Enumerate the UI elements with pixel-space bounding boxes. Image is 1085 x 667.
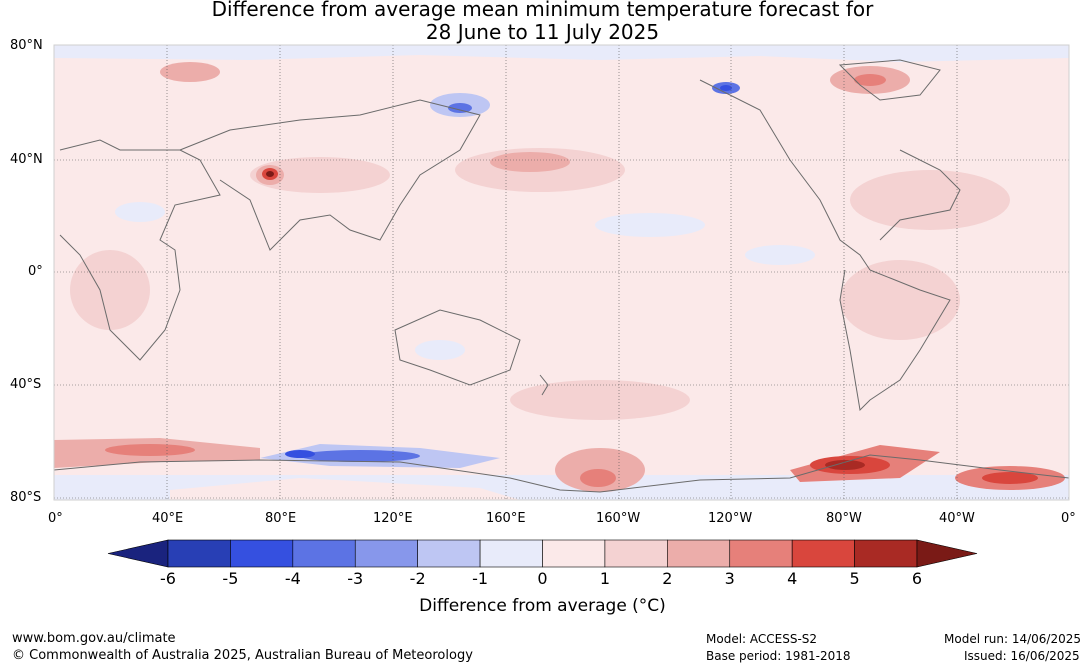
australia-coast: [394, 309, 521, 386]
colorbar-tick-label: -5: [222, 569, 239, 588]
north-america-west-coast: [699, 79, 871, 271]
website-url: www.bom.gov.au/climate: [12, 631, 176, 646]
colorbar-tick-label: 3: [724, 569, 735, 588]
lon-label-40w: 40°W: [939, 511, 975, 526]
greenland-warm-core: [854, 74, 886, 86]
eurasia-coast: [179, 99, 481, 251]
colorbar-box: [354, 539, 418, 568]
south-atlantic-warm-core: [105, 444, 195, 456]
lon-label-120w: 120°W: [708, 511, 753, 526]
lon-label-80w: 80°W: [826, 511, 862, 526]
colorbar-box: [729, 539, 793, 568]
north-america-east-coast: [879, 149, 961, 241]
colorbar-tick-label: -3: [347, 569, 364, 588]
south-pacific-warm: [510, 380, 690, 420]
colorbar-tick-label: 5: [849, 569, 860, 588]
antarctic-warm-strip: [170, 478, 520, 500]
east-pacific-cool: [595, 213, 705, 237]
tibet-warm-peak: [266, 171, 274, 177]
colorbar-tick-label: -6: [160, 569, 176, 588]
africa-coast: [59, 139, 221, 361]
scandinavia-warm: [160, 62, 220, 82]
colorbar-box: [604, 539, 668, 568]
africa-warm: [70, 250, 150, 330]
colorbar-box: [667, 539, 731, 568]
colorbar-tick-label: 1: [599, 569, 610, 588]
south-america-warm: [840, 260, 960, 340]
australia-cool: [415, 340, 465, 360]
base-period: Base period: 1981-2018: [706, 649, 851, 663]
model-name: Model: ACCESS-S2: [706, 632, 818, 646]
central-asia-warm: [250, 157, 390, 193]
colorbar-tick-label: -1: [472, 569, 489, 588]
issued-date: Issued: 16/06/2025: [964, 649, 1080, 663]
amundsen-warm-peak: [825, 460, 865, 470]
eastern-pacific-cool: [745, 245, 815, 265]
colorbar-box: [854, 539, 918, 568]
colorbar-extend-high: [916, 539, 978, 568]
coastlines: [53, 59, 1070, 493]
north-pacific-warm-core: [490, 152, 570, 172]
lat-label-equator: 0°: [28, 264, 43, 279]
colorbar-extend-low: [107, 539, 169, 568]
lon-label-160w: 160°W: [596, 511, 641, 526]
lat-label-80s: 80°S: [10, 490, 42, 505]
ross-sea-warm-core: [580, 469, 616, 487]
lon-label-40e: 40°E: [152, 511, 184, 526]
greenland-coast: [838, 59, 941, 101]
colorbar-box: [417, 539, 481, 568]
lon-label-120e: 120°E: [373, 511, 413, 526]
colorbar-tick-label: -4: [284, 569, 301, 588]
colorbar-tick-label: 2: [662, 569, 673, 588]
colorbar-tick-label: 6: [911, 569, 923, 588]
saharan-cool: [115, 202, 165, 222]
lon-label-160e: 160°E: [486, 511, 526, 526]
lon-label-0-east: 0°: [1061, 511, 1076, 526]
north-atlantic-warm: [850, 170, 1010, 230]
new-zealand-coast: [539, 374, 549, 396]
colorbar-box: [292, 539, 356, 568]
colorbar-tick-label: 4: [787, 569, 798, 588]
colorbar-tick-label: 0: [537, 569, 548, 588]
east-antarctic-cool-peak: [285, 450, 315, 458]
antarctica-coast: [53, 454, 1070, 493]
map-frame: [53, 44, 1070, 501]
anomaly-patches: [54, 45, 1069, 500]
colorbar-box: [479, 539, 543, 568]
colorbar-box: [542, 539, 606, 568]
copyright-text: © Commonwealth of Australia 2025, Austra…: [12, 648, 473, 663]
alaska-cool-core: [720, 85, 732, 91]
lat-label-40n: 40°N: [10, 152, 43, 167]
model-run-date: Model run: 14/06/2025: [944, 632, 1082, 646]
east-antarctic-cool-core: [300, 450, 420, 462]
map-title-line1: Difference from average mean minimum tem…: [211, 0, 874, 21]
map-title-line2: 28 June to 11 July 2025: [425, 20, 660, 44]
colorbar-box: [167, 539, 231, 568]
lat-label-80n: 80°N: [10, 38, 43, 53]
colorbar-box: [230, 539, 294, 568]
siberia-cool-core: [448, 103, 472, 113]
colorbar-box: [791, 539, 855, 568]
arctic-cool-band: [54, 45, 1069, 62]
lon-label-80e: 80°E: [265, 511, 297, 526]
weddell-warm-core: [982, 472, 1038, 484]
lon-label-0: 0°: [48, 511, 63, 526]
colorbar-tick-label: -2: [409, 569, 426, 588]
lat-label-40s: 40°S: [10, 377, 42, 392]
south-america-coast: [839, 269, 951, 412]
colorbar: [107, 539, 978, 568]
colorbar-label: Difference from average (°C): [419, 596, 666, 616]
